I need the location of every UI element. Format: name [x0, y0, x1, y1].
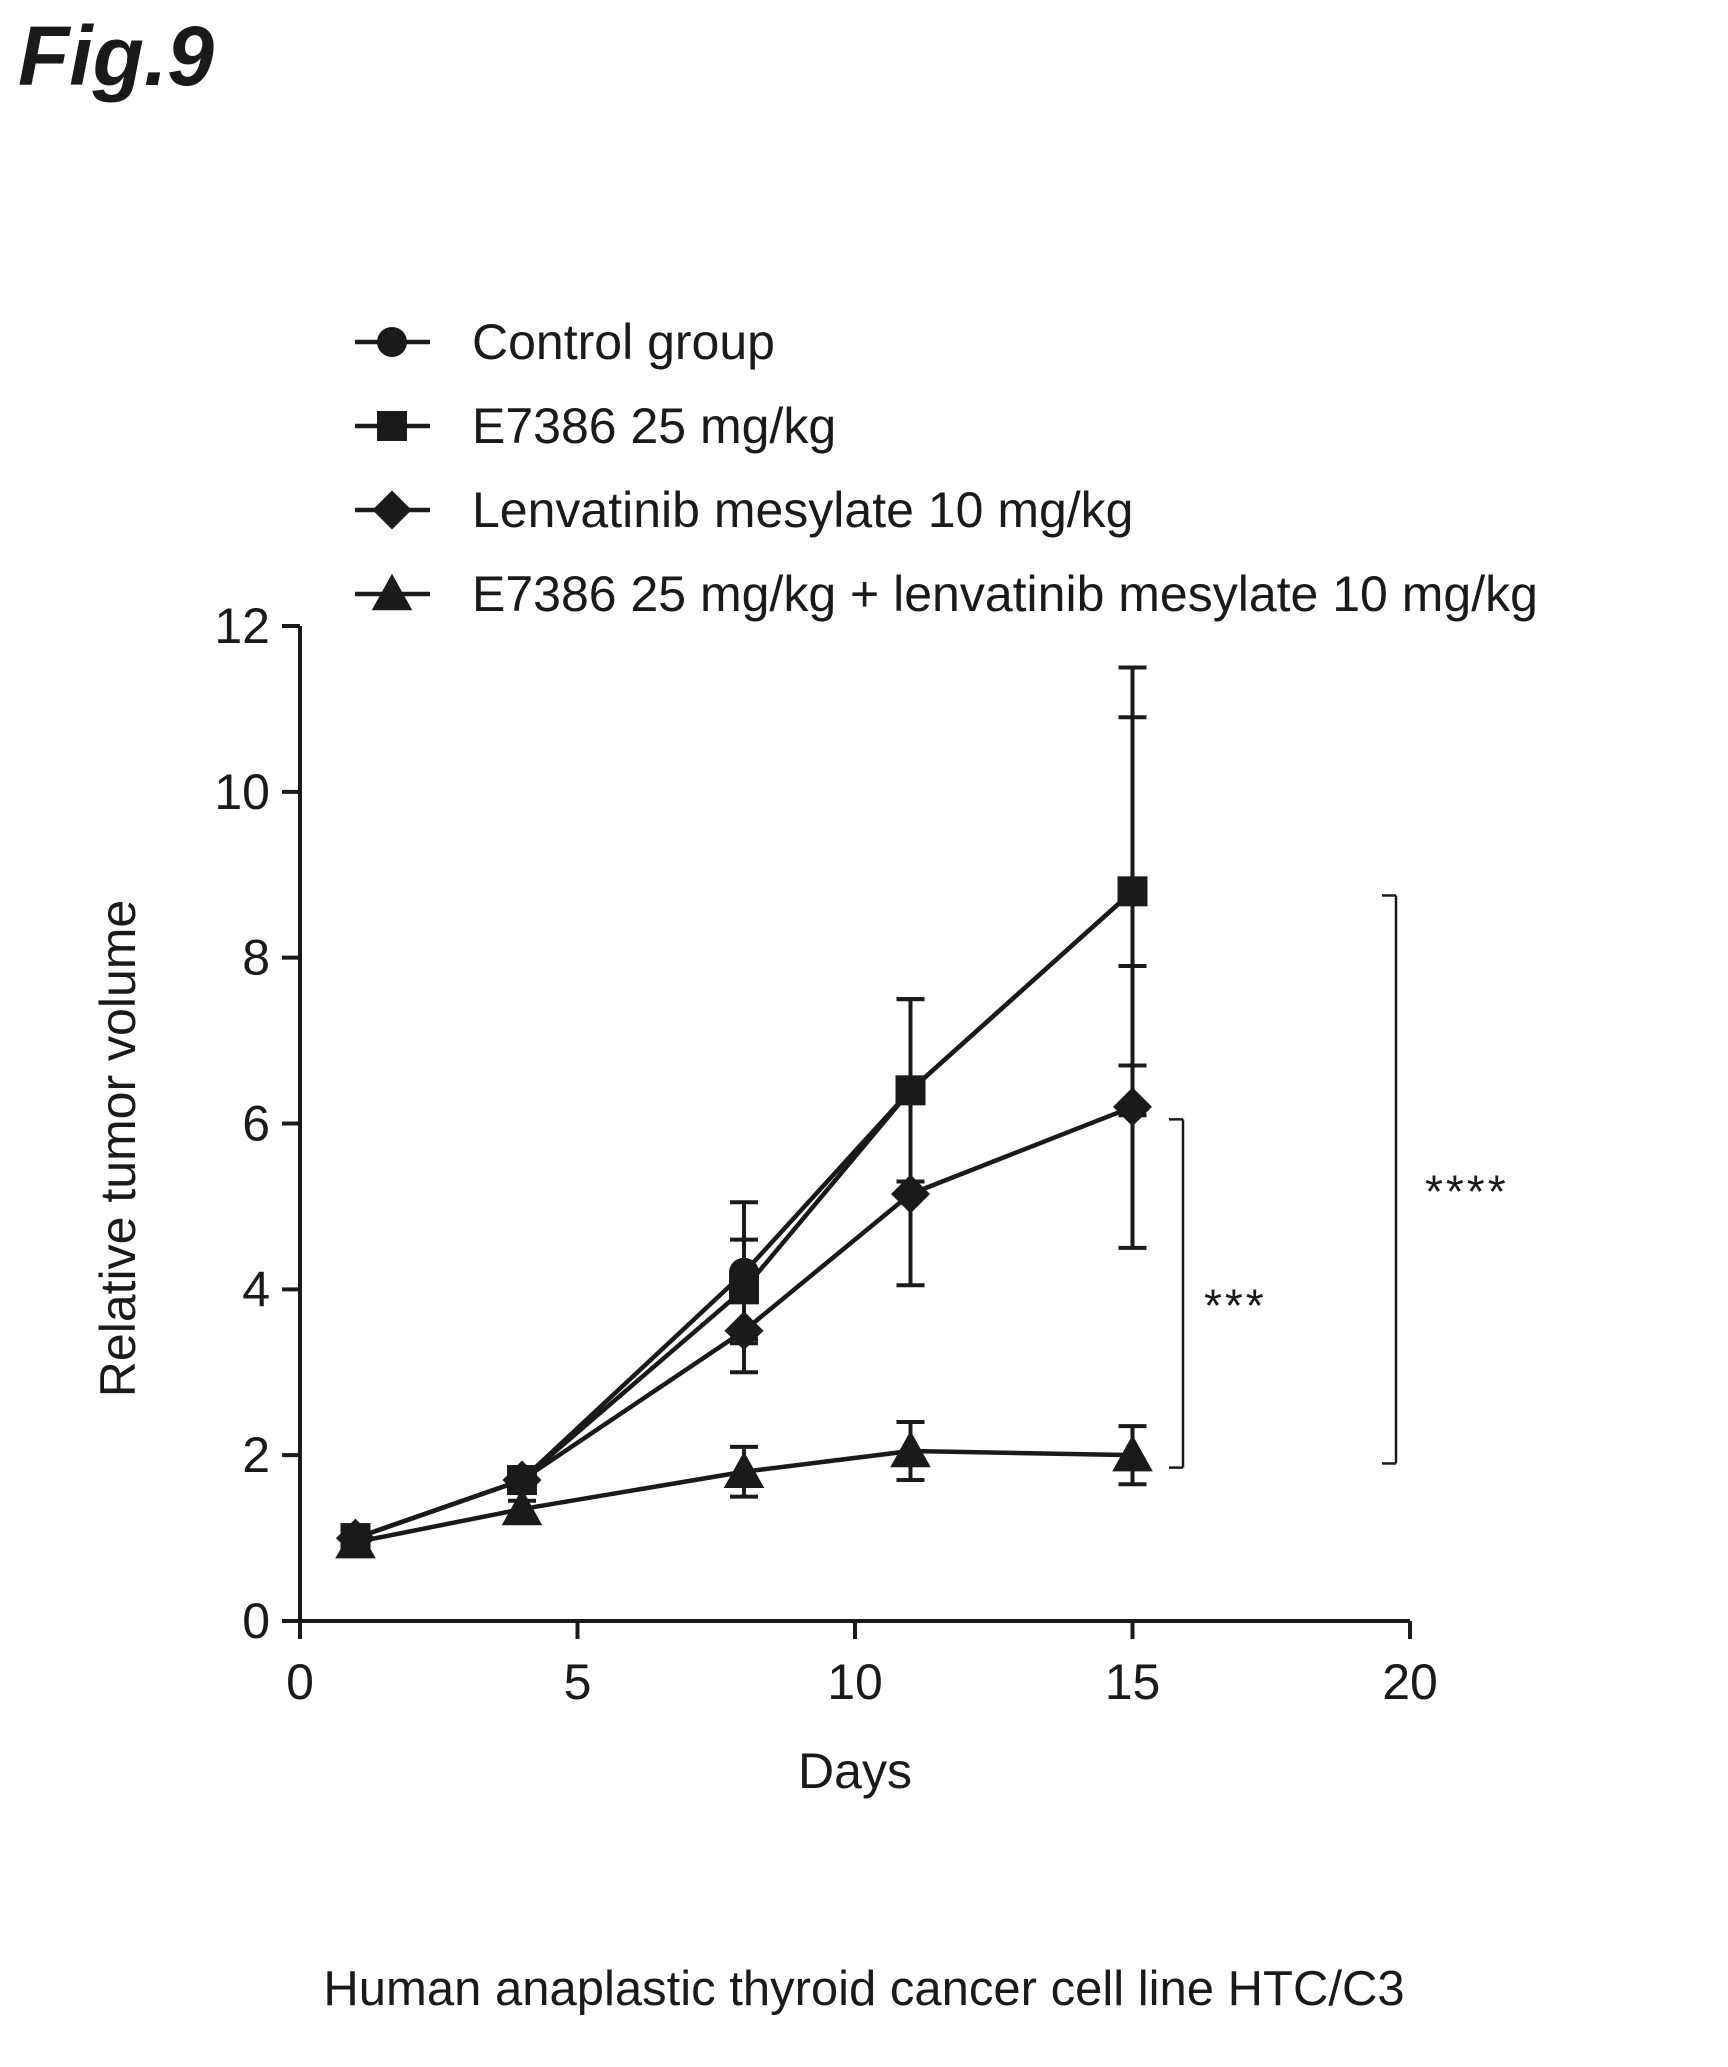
y-tick-label: 10 — [214, 764, 270, 820]
plot-area — [335, 665, 1153, 1559]
y-tick-label: 2 — [242, 1427, 270, 1483]
data-point-triangle — [890, 1430, 931, 1468]
data-point-triangle — [501, 1488, 543, 1526]
legend-label: E7386 25 mg/kg + lenvatinib mesylate 10 … — [472, 566, 1538, 622]
line-chart: Control group E7386 25 mg/kg Lenvatinib me… — [90, 314, 1538, 1799]
series-square — [340, 665, 1148, 1554]
y-axis-label: Relative tumor volume — [90, 900, 146, 1397]
y-tick-label: 6 — [242, 1096, 270, 1152]
x-tick-label: 0 — [286, 1654, 314, 1710]
data-point-diamond — [502, 1460, 542, 1500]
data-point-triangle — [1112, 1434, 1153, 1472]
y-tick-label: 12 — [214, 598, 270, 654]
figure-label: Fig.9 — [18, 9, 215, 103]
legend-marker-diamond — [372, 490, 412, 530]
legend-item: E7386 25 mg/kg + lenvatinib mesylate 10 … — [355, 566, 1538, 622]
legend-label: Lenvatinib mesylate 10 mg/kg — [472, 482, 1133, 538]
data-point-square — [1117, 876, 1148, 907]
y-tick-label: 0 — [242, 1593, 270, 1649]
series-triangle — [335, 1420, 1153, 1559]
data-point-triangle — [723, 1451, 765, 1488]
legend-item: Control group — [355, 314, 775, 370]
data-point-diamond — [724, 1311, 764, 1351]
data-point-square — [895, 1075, 926, 1106]
series-circle — [340, 715, 1148, 1554]
legend-marker-circle — [377, 327, 407, 357]
y-tick-label: 4 — [242, 1261, 270, 1317]
x-tick-label: 20 — [1382, 1654, 1438, 1710]
legend-label: Control group — [472, 314, 775, 370]
data-point-diamond — [891, 1174, 930, 1214]
significance-annotations: ******* — [1169, 894, 1509, 1469]
figure-caption: Human anaplastic thyroid cancer cell lin… — [323, 1962, 1405, 2016]
significance-label: **** — [1425, 1165, 1509, 1217]
x-axis-label: Days — [798, 1743, 912, 1799]
data-point-triangle — [335, 1521, 376, 1559]
legend-item: Lenvatinib mesylate 10 mg/kg — [355, 482, 1133, 538]
legend-marker-square — [377, 411, 407, 441]
x-tick-label: 5 — [564, 1654, 592, 1710]
chart-legend: Control group E7386 25 mg/kg Lenvatinib me… — [355, 314, 1538, 622]
data-point-diamond — [1113, 1087, 1152, 1127]
significance-label: *** — [1204, 1279, 1267, 1331]
y-tick-label: 8 — [242, 930, 270, 986]
legend-marker-triangle — [371, 573, 413, 611]
x-tick-label: 15 — [1105, 1654, 1161, 1710]
x-tick-label: 10 — [827, 1654, 883, 1710]
chart-axes: 0 5 10 15 20 0 2 4 6 8 10 12 Days Relative tumor volu… — [90, 598, 1438, 1799]
significance-bracket: *** — [1169, 1118, 1267, 1469]
legend-item: E7386 25 mg/kg — [355, 398, 836, 454]
legend-label: E7386 25 mg/kg — [472, 398, 836, 454]
significance-bracket: **** — [1382, 894, 1509, 1465]
